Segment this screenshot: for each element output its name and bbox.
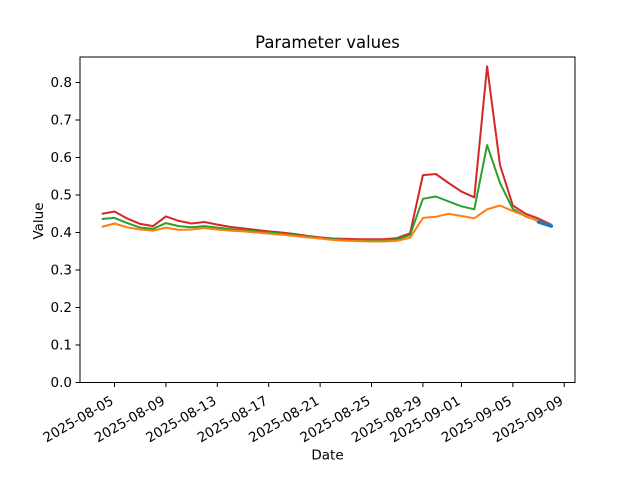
series-green-line [101, 144, 552, 242]
y-tick-label: 0.1 [51, 338, 72, 354]
y-tick-label: 0.3 [51, 263, 72, 279]
series-red-line [101, 65, 552, 241]
chart-title: Parameter values [255, 33, 400, 52]
y-tick-label: 0.4 [51, 225, 72, 241]
y-tick-label: 0.6 [51, 150, 72, 166]
series-group [101, 65, 554, 243]
y-axis-label: Value [31, 202, 47, 239]
y-tick-label: 0.0 [51, 375, 72, 391]
y-axis: 0.0 0.1 0.2 0.3 0.4 0.5 0.6 0.7 0.8 [51, 75, 80, 391]
x-axis: 2025-08-052025-08-092025-08-132025-08-17… [41, 382, 566, 446]
y-tick-label: 0.7 [51, 113, 72, 129]
y-tick-label: 0.5 [51, 188, 72, 204]
plot-area [79, 56, 576, 383]
series-orange-line [101, 204, 552, 243]
series-blue-line [536, 220, 554, 228]
y-tick-label: 0.2 [51, 300, 72, 316]
x-axis-label: Date [311, 448, 343, 464]
y-tick-label: 0.8 [51, 75, 72, 91]
